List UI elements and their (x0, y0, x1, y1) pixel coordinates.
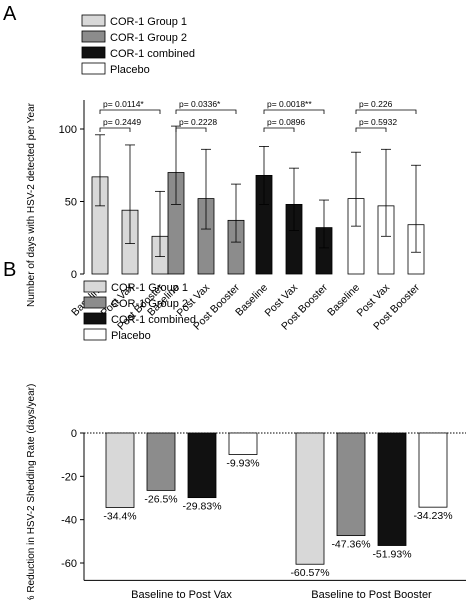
y-axis-label-b: % Reduction in HSV-2 Shedding Rate (days… (26, 384, 37, 600)
data-label: -60.57% (290, 567, 329, 579)
panel-label-b: B (3, 259, 16, 281)
legend-b-label: COR-1 Group 1 (111, 282, 188, 294)
legend-a-label: Placebo (110, 64, 150, 76)
y-tick-label-a: 50 (65, 197, 77, 209)
data-label: -47.36% (331, 539, 370, 551)
significance-bracket (263, 127, 295, 132)
significance-bracket (263, 109, 325, 114)
significance-bracket (99, 127, 131, 132)
bar (146, 432, 176, 491)
legend-a-swatch (81, 62, 106, 75)
bar (377, 432, 407, 546)
legend-a-label: COR-1 combined (110, 48, 195, 60)
y-tick-label-a: 100 (59, 124, 77, 136)
p-value-label: p= 0.0114* (103, 99, 144, 109)
data-label: -51.93% (372, 549, 411, 561)
y-tick-label-b: 0 (71, 428, 77, 440)
bar (418, 432, 448, 508)
bar (105, 432, 135, 508)
legend-a-swatch (81, 30, 106, 43)
significance-bracket (175, 109, 237, 114)
significance-bracket (355, 127, 387, 132)
data-label: -26.5% (144, 493, 177, 505)
category-label-b: Baseline to Post Vax (131, 589, 232, 600)
legend-b-label: COR-1 Group 2 (111, 298, 188, 310)
panel-b: B COR-1 Group 1 COR-1 Group 2 COR-1 combine… (3, 259, 466, 600)
legend-b-swatch (83, 280, 107, 293)
data-label: -29.83% (182, 501, 221, 513)
significance-bracket (355, 109, 417, 114)
legend-b-swatch (83, 328, 107, 341)
category-label-b: Baseline to Post Booster (311, 589, 432, 600)
legend-b-label: Placebo (111, 330, 151, 342)
bar (187, 432, 217, 499)
legend-b-swatch (83, 312, 107, 325)
data-label: -9.93% (226, 458, 259, 470)
legend-b-swatch (83, 296, 107, 309)
p-value-label: p= 0.0336* (179, 99, 221, 109)
legend-a-swatch (81, 14, 106, 27)
p-value-label: p= 0.5932 (359, 117, 397, 127)
bar (228, 432, 258, 455)
y-axis-label-a: Number of days with HSV-2 detected per Y… (26, 102, 37, 307)
legend-b-label: COR-1 combined (111, 314, 196, 326)
legend-a-label: COR-1 Group 2 (110, 32, 187, 44)
bar (336, 432, 366, 537)
y-tick-label-b: -20 (61, 471, 77, 483)
p-value-label: p= 0.0018** (267, 99, 312, 109)
y-tick-label-a: 0 (71, 269, 77, 281)
data-label: -34.23% (413, 510, 452, 522)
y-tick-label-b: -60 (61, 558, 77, 570)
bar (295, 432, 325, 565)
p-value-label: p= 0.226 (359, 99, 393, 109)
panel-a: A COR-1 Group 1 COR-1 Group 2 COR-1 combine… (3, 3, 425, 333)
p-value-label: p= 0.0896 (267, 117, 305, 127)
panel-label-a: A (3, 3, 17, 25)
y-tick-label-b: -40 (61, 515, 77, 527)
legend-a-swatch (81, 46, 106, 59)
significance-bracket (175, 127, 207, 132)
data-label: -34.4% (103, 511, 136, 523)
significance-bracket (99, 109, 161, 114)
p-value-label: p= 0.2449 (103, 117, 141, 127)
legend-a-label: COR-1 Group 1 (110, 16, 187, 28)
p-value-label: p= 0.2228 (179, 117, 217, 127)
